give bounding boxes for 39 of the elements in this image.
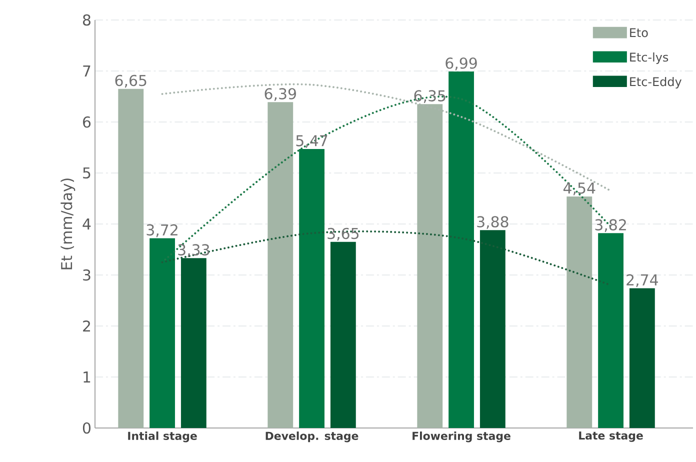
y-tick-label: 5 <box>83 167 90 179</box>
data-label: 6,39 <box>264 88 296 101</box>
y-tick-label: 6 <box>83 116 91 128</box>
legend-label: Etc-Eddy <box>630 76 682 89</box>
data-label: 4,54 <box>563 182 596 196</box>
x-tick-label: Flowering stage <box>412 432 510 442</box>
data-label: 3,72 <box>146 224 178 238</box>
y-tick-label: 8 <box>82 14 90 26</box>
bar <box>268 102 294 428</box>
y-axis-title: Et (mm/day) <box>60 178 76 270</box>
bar <box>118 88 144 428</box>
y-tick-label: 4 <box>82 218 91 230</box>
bar <box>150 238 175 428</box>
data-label: 2,74 <box>626 274 658 288</box>
bar <box>629 288 655 428</box>
bar <box>180 258 206 428</box>
y-tick-label: 7 <box>83 66 90 76</box>
bar <box>299 149 324 428</box>
y-tick-label: 0 <box>82 422 90 434</box>
y-tick-label: 2 <box>83 320 90 332</box>
legend-label: Eto <box>630 28 648 38</box>
bar <box>448 72 474 428</box>
bar <box>330 242 356 428</box>
x-tick-label: Develop. stage <box>266 432 358 442</box>
bar <box>566 196 592 428</box>
bar <box>480 230 506 428</box>
data-label: 6,65 <box>115 74 146 88</box>
data-label: 3,88 <box>477 216 508 229</box>
data-label: 3,33 <box>178 244 210 257</box>
data-label: 6,35 <box>414 90 446 103</box>
y-tick-label: 1 <box>84 372 90 382</box>
x-tick-label: Late stage <box>579 432 643 442</box>
data-label: 3,82 <box>595 219 626 232</box>
data-label: 6,99 <box>446 57 477 70</box>
data-label: 3,65 <box>328 228 358 241</box>
x-tick-label: Intial stage <box>128 432 197 442</box>
y-tick-label: 3 <box>83 269 90 281</box>
bar <box>598 233 624 428</box>
legend-label: Etc-lys <box>630 52 668 64</box>
